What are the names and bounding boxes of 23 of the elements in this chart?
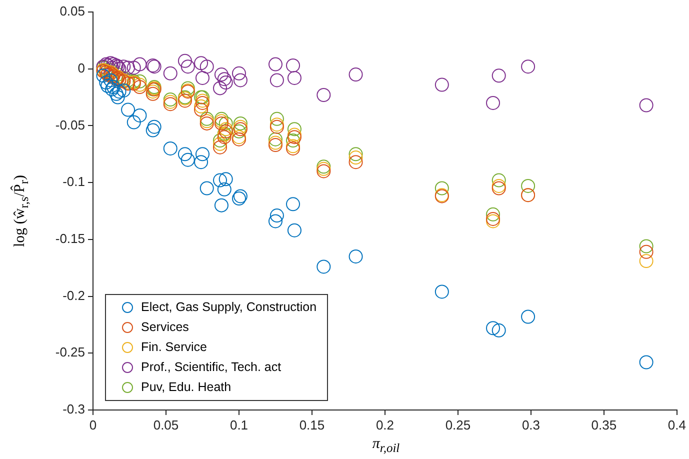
y-tick-label: -0.3 — [62, 402, 85, 417]
x-tick-label: 0.25 — [445, 417, 471, 432]
x-tick-label: 0.15 — [299, 417, 325, 432]
y-tick-label: -0.15 — [55, 231, 85, 246]
x-tick-label: 0.1 — [230, 417, 248, 432]
x-tick-label: 0.05 — [153, 417, 179, 432]
legend-label: Puv, Edu. Heath — [141, 380, 232, 394]
y-tick-label: -0.2 — [62, 288, 85, 303]
x-tick-label: 0.4 — [668, 417, 686, 432]
legend-label: Services — [141, 320, 189, 334]
y-tick-label: -0.1 — [62, 174, 85, 190]
y-tick-label: 0.05 — [60, 4, 85, 19]
legend-label: Elect, Gas Supply, Construction — [141, 300, 317, 314]
x-tick-label: 0.3 — [522, 417, 540, 432]
x-tick-label: 0 — [89, 417, 97, 432]
x-axis-title: π$_{r,oil}$ — [371, 436, 401, 456]
y-tick-label: -0.25 — [55, 344, 85, 360]
x-tick-label: 0.2 — [376, 417, 394, 432]
y-tick-label: -0.05 — [55, 117, 85, 132]
legend-label: Fin. Service — [141, 340, 207, 354]
y-tick-label: 0 — [78, 60, 85, 76]
x-tick-label: 0.35 — [591, 417, 617, 432]
legend-label: Prof., Scientific, Tech. act — [141, 360, 282, 374]
